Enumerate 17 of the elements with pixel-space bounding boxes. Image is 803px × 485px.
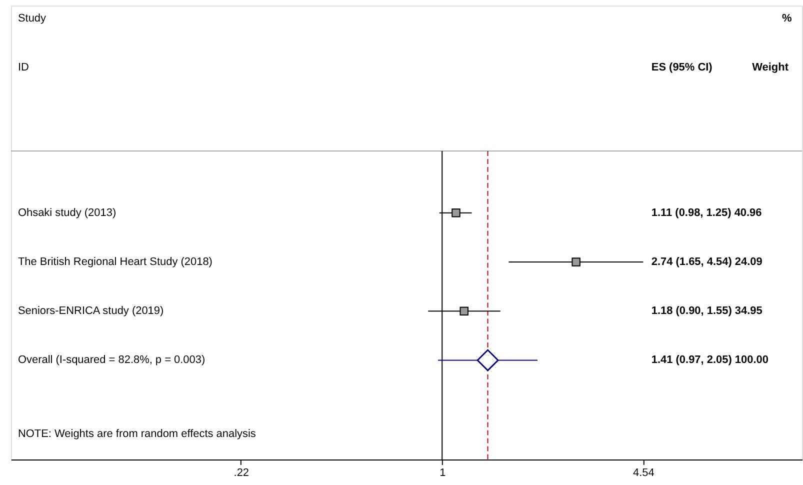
- y-tick-label: Overall (I-squared = 82.8%, p = 0.003): [18, 354, 206, 366]
- text: Study: [18, 12, 47, 24]
- y-tick-label: Seniors-ENRICA study (2019): [18, 305, 164, 318]
- text: Weight: [752, 61, 789, 74]
- text: 1.41 (0.97, 2.05) 100.00: [651, 354, 768, 366]
- text: 2.74 (1.65, 4.54) 24.09: [651, 256, 762, 268]
- x-tick-label: 1: [440, 466, 446, 479]
- text: 1.11 (0.98, 1.25) 40.96: [651, 206, 762, 219]
- text: 1.18 (0.90, 1.55) 34.95: [651, 305, 762, 318]
- y-tick-label: The British Regional Heart Study (2018): [18, 256, 212, 268]
- x-tick-label: 4.54: [632, 466, 654, 479]
- text: %: [782, 12, 792, 24]
- text: ID: [18, 61, 30, 74]
- x-tick-label: .22: [234, 466, 250, 479]
- text: NOTE: Weights are from random effects analysis: [18, 428, 256, 440]
- y-tick-label: Ohsaki study (2013): [18, 206, 116, 219]
- text: ES (95% CI): [651, 61, 713, 74]
